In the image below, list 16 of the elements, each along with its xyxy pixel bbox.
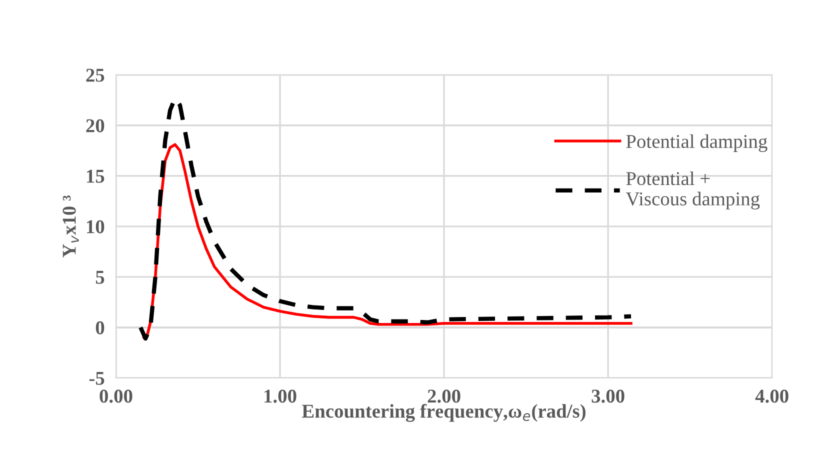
x-axis-title: Encountering frequency,ω$_{e}$(rad/s) bbox=[302, 404, 586, 422]
y-tick-label: 10 bbox=[87, 220, 104, 234]
legend-label: Potential damping bbox=[626, 134, 768, 152]
y-tick-label: 20 bbox=[86, 119, 104, 132]
x-tick-label: 1.00 bbox=[264, 390, 296, 403]
y-axis-title: Y$_{v}$x10 ³ bbox=[62, 196, 79, 258]
y-tick-label: 15 bbox=[87, 170, 104, 183]
y-tick-label: 0 bbox=[96, 321, 104, 334]
x-tick-label: 4.00 bbox=[755, 390, 788, 403]
y-tick-label: 5 bbox=[96, 270, 104, 284]
legend-label: Potential + Viscous damping bbox=[626, 171, 760, 210]
x-tick-label: 0.00 bbox=[100, 390, 132, 403]
x-tick-label: 3.00 bbox=[592, 390, 624, 403]
y-tick-label: -5 bbox=[89, 372, 104, 385]
x-tick-label: 2.00 bbox=[428, 390, 460, 403]
y-tick-label: 25 bbox=[86, 68, 104, 82]
